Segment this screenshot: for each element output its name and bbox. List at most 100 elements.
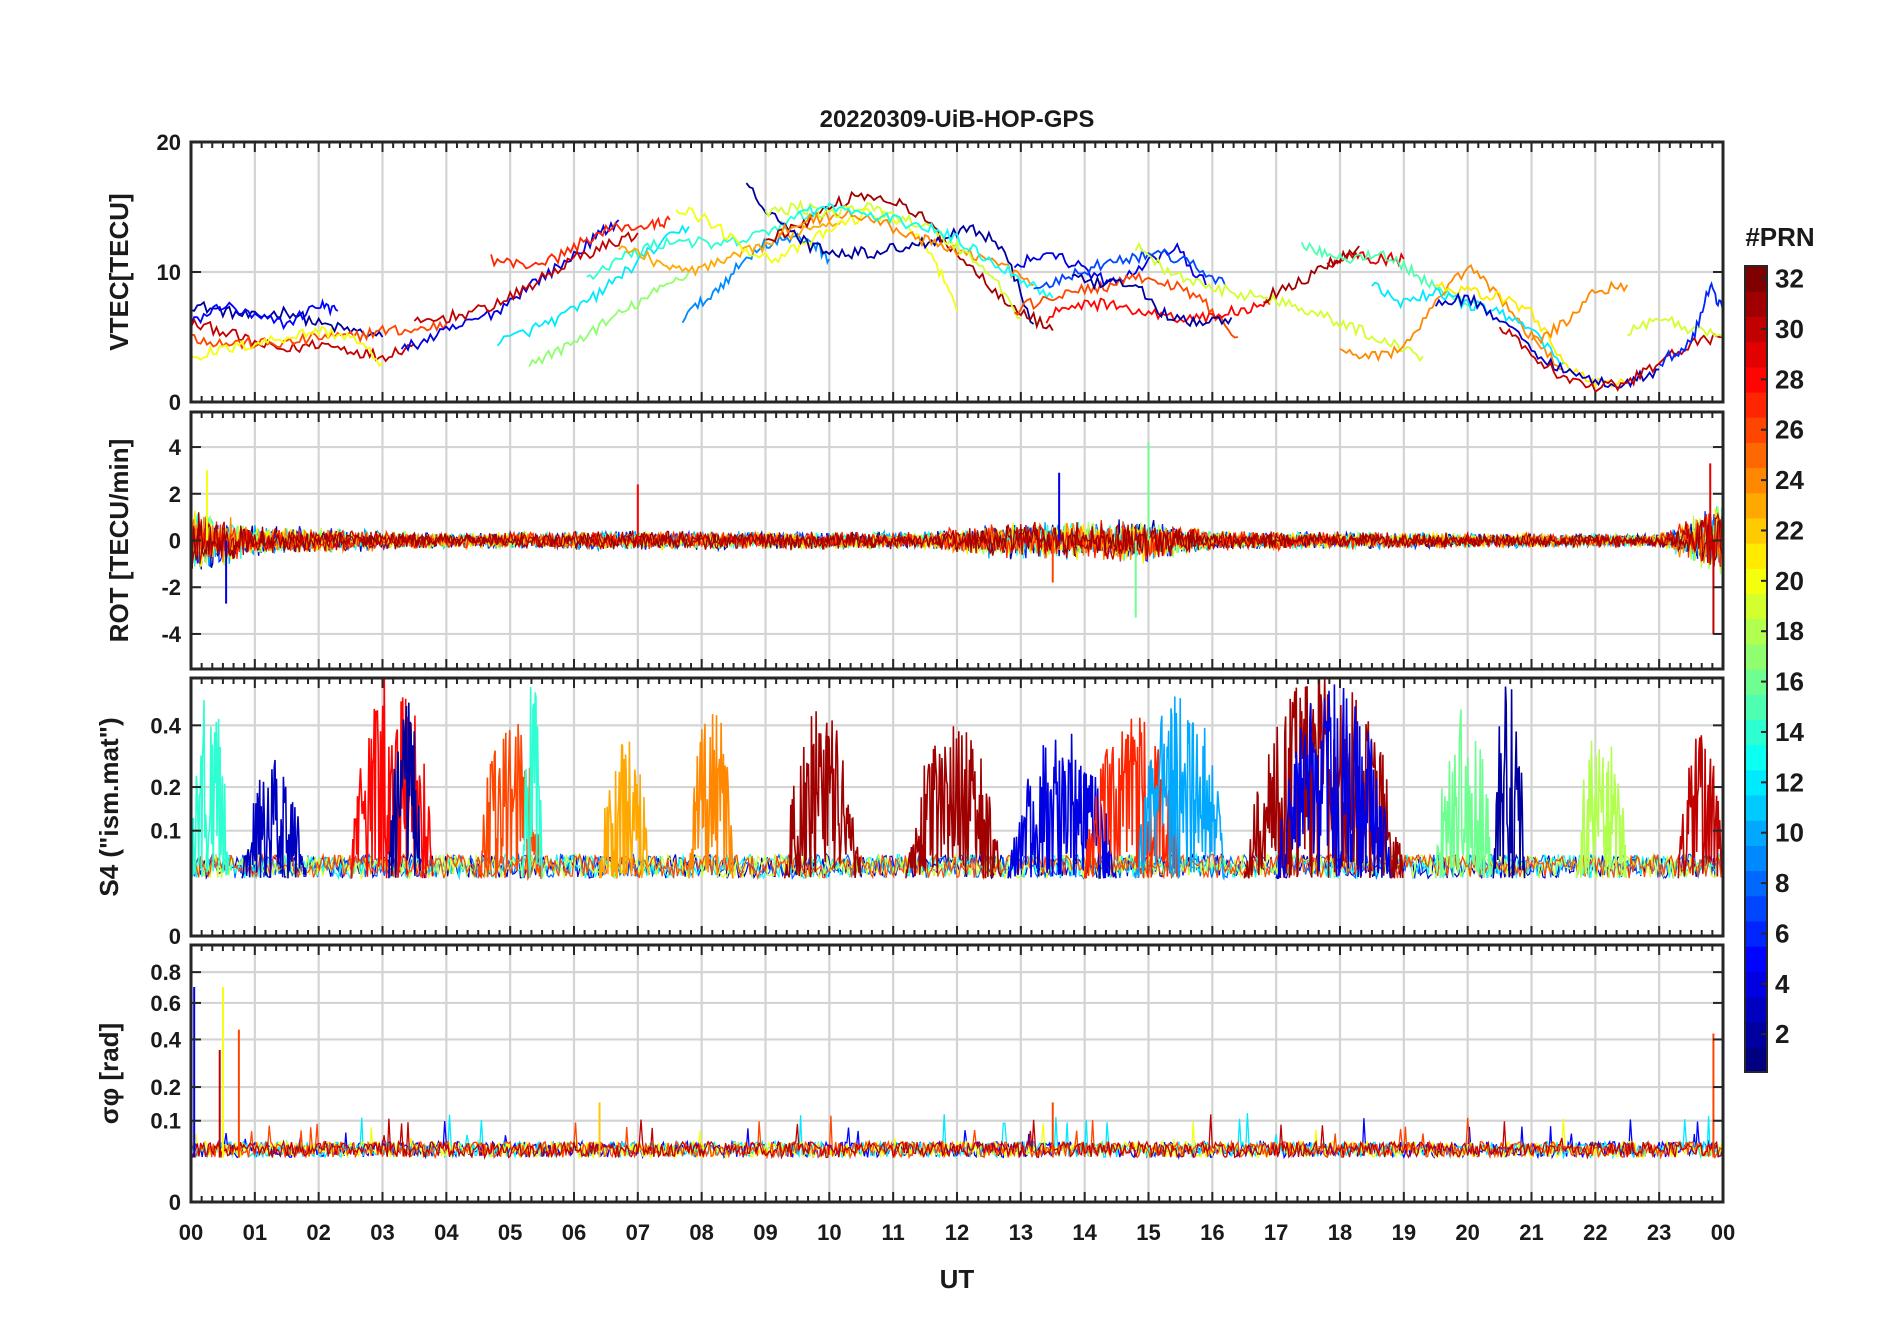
colorbar-segment — [1745, 946, 1767, 972]
colorbar-segment — [1745, 845, 1767, 872]
panel-s4: 0 0.1 0.2 0.4 S4 ("ism.mat") — [94, 676, 1725, 949]
y-tick-label: 20 — [157, 130, 181, 155]
vtec-series-prn-2 — [1071, 273, 1233, 328]
s4-burst-prn-3 — [241, 759, 307, 879]
colorbar-tick-label: 28 — [1775, 364, 1804, 394]
vtec-series-prn-13 — [797, 202, 1054, 300]
x-tick-label: 01 — [243, 1220, 267, 1245]
s4-burst-prn-31 — [905, 726, 1002, 879]
x-tick-label: 20 — [1455, 1220, 1479, 1245]
colorbar-tick-label: 26 — [1775, 415, 1804, 445]
y-axis-label: σφ [rad] — [94, 1023, 124, 1124]
x-tick-label: 12 — [945, 1220, 969, 1245]
colorbar-segment — [1745, 920, 1767, 947]
y-tick-label: 0.1 — [150, 819, 181, 844]
x-axis-label: UT — [940, 1264, 975, 1294]
colorbar-segment — [1745, 870, 1767, 897]
x-tick-label: 18 — [1328, 1220, 1352, 1245]
colorbar-segment — [1745, 1046, 1767, 1073]
vtec-series-prn-14 — [586, 211, 811, 281]
rot-series-prn-30 — [191, 511, 1723, 567]
y-tick-label: 2 — [169, 482, 181, 507]
axes-frame — [189, 943, 1725, 1204]
colorbar-segment — [1745, 593, 1767, 620]
x-tick-label: 02 — [306, 1220, 330, 1245]
y-tick-label: 10 — [157, 260, 181, 285]
sigma-baseline-prn-20 — [191, 1118, 1723, 1160]
vtec-series-prn-19 — [1627, 315, 1723, 338]
s4-burst-prn-16 — [1435, 709, 1494, 879]
colorbar-segment — [1745, 719, 1767, 746]
colorbar-segment — [1745, 266, 1767, 292]
colorbar-tick-label: 20 — [1775, 566, 1804, 596]
colorbar-tick-label: 18 — [1775, 616, 1804, 646]
y-tick-label: 0.1 — [150, 1109, 181, 1134]
s4-burst-prn-27 — [1083, 717, 1181, 879]
s4-burst-prn-4 — [1007, 733, 1117, 880]
x-tick-label: 06 — [562, 1220, 586, 1245]
x-tick-label: 03 — [370, 1220, 394, 1245]
colorbar-segment — [1745, 291, 1767, 317]
vtec-series-prn-7 — [1033, 248, 1226, 290]
vtec-series-prn-30 — [413, 231, 639, 325]
colorbar-segment — [1745, 996, 1767, 1023]
colorbar-segment — [1745, 895, 1767, 922]
colorbar-segment — [1745, 744, 1767, 771]
colorbar-segment — [1745, 391, 1767, 418]
colorbar-tick-label: 2 — [1775, 1019, 1789, 1049]
colorbar-tick-label: 32 — [1775, 264, 1804, 294]
rot-series-prn-31 — [191, 512, 1723, 569]
vtec-series-prn-5 — [191, 298, 339, 331]
s4-burst-prn-14 — [191, 700, 230, 879]
x-tick-label: 07 — [626, 1220, 650, 1245]
x-tick-label: 14 — [1072, 1220, 1097, 1245]
x-tick-label: 00 — [179, 1220, 203, 1245]
x-tick-label: 19 — [1392, 1220, 1416, 1245]
y-tick-label: 0.4 — [150, 713, 181, 738]
vtec-series-prn-19 — [1134, 241, 1424, 363]
x-tick-label: 13 — [1009, 1220, 1033, 1245]
s4-burst-prn-30 — [1677, 735, 1723, 879]
y-tick-label: -4 — [161, 622, 181, 647]
s4-burst-prn-4 — [1275, 684, 1392, 880]
y-axis-label: VTEC[TECU] — [104, 193, 134, 350]
colorbar-segment — [1745, 618, 1767, 645]
y-tick-label: 0 — [169, 529, 181, 554]
vtec-series-prn-24 — [777, 207, 1034, 286]
x-tick-label: 09 — [753, 1220, 777, 1245]
colorbar-tick-label: 4 — [1775, 969, 1790, 999]
colorbar-title: #PRN — [1745, 222, 1814, 252]
s4-burst-prn-23 — [598, 741, 651, 880]
colorbar-segment — [1745, 467, 1767, 494]
colorbar-segment — [1745, 543, 1767, 569]
colorbar-segment — [1745, 316, 1767, 343]
vtec-series-prn-12 — [1371, 281, 1564, 366]
x-tick-label: 10 — [817, 1220, 841, 1245]
vtec-series-prn-2 — [745, 182, 1035, 325]
s4-burst-prn-14 — [522, 686, 543, 879]
data-lines — [191, 986, 1723, 1160]
colorbar-segment — [1745, 568, 1767, 595]
x-tick-label: 08 — [689, 1220, 713, 1245]
vtec-series-prn-4 — [1013, 242, 1207, 288]
vtec-series-prn-12 — [496, 224, 690, 347]
s4-burst-prn-2 — [1492, 686, 1526, 879]
s4-baseline-prn-26 — [191, 852, 1722, 881]
vtec-series-prn-26 — [1013, 271, 1239, 339]
axes-frame — [189, 676, 1725, 938]
colorbar-tick-label: 24 — [1775, 465, 1804, 495]
s4-burst-prn-10 — [1134, 696, 1226, 881]
s4-burst-prn-28 — [350, 678, 435, 879]
s4-burst-prn-31 — [783, 711, 862, 879]
colorbar-segment — [1745, 643, 1767, 670]
vtec-series-prn-19 — [764, 198, 1022, 320]
colorbar-tick-label: 10 — [1775, 818, 1804, 848]
y-tick-label: 0.8 — [150, 960, 181, 985]
y-tick-label: 0.2 — [150, 775, 181, 800]
x-tick-label: 16 — [1200, 1220, 1224, 1245]
vtec-series-prn-17 — [528, 271, 690, 367]
colorbar-tick-label: 6 — [1775, 918, 1789, 948]
axes-frame — [189, 410, 1725, 671]
colorbar-segment — [1745, 794, 1767, 821]
